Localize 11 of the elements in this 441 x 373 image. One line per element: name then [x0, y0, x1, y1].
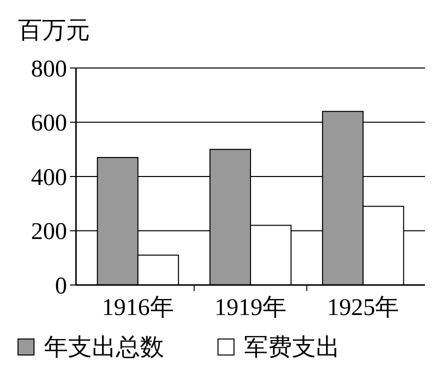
legend-label: 军费支出: [244, 335, 340, 361]
x-tick-label: 1919年: [214, 295, 286, 321]
x-tick-label: 1916年: [102, 295, 174, 321]
y-tick-label: 800: [31, 56, 67, 82]
y-axis-title: 百万元: [18, 18, 90, 44]
legend-label: 年支出总数: [44, 335, 164, 361]
y-tick-label: 200: [31, 219, 67, 246]
y-tick-label: 400: [31, 164, 67, 191]
x-tick-label: 1925年: [327, 295, 400, 321]
y-tick-label: 600: [31, 110, 67, 137]
y-tick-label: 0: [55, 273, 67, 300]
